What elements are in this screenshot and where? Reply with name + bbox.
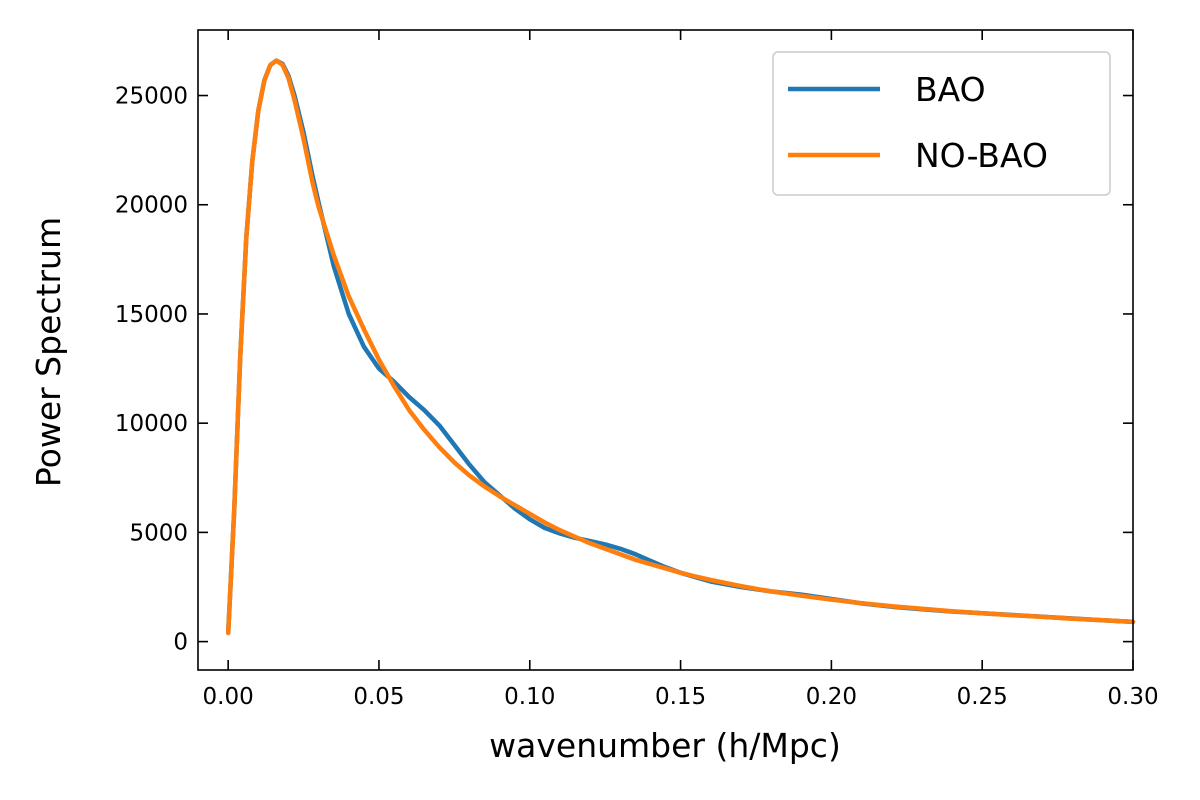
plot-frame (197, 29, 1134, 671)
series-layer (225, 58, 1136, 636)
y-axis-ticks: 0 5000 10000 15000 20000 25000 (115, 84, 1133, 656)
y-tick-label: 5000 (129, 520, 188, 546)
legend-label-bao: BAO (915, 70, 986, 109)
x-tick-label: 0.10 (504, 684, 555, 710)
x-tick-label: 0.15 (655, 684, 706, 710)
y-tick-label: 15000 (115, 302, 188, 328)
y-tick-label: 10000 (115, 411, 188, 437)
x-axis-ticks: 0.00 0.05 0.10 0.15 0.20 0.25 0.30 (203, 30, 1159, 710)
y-tick-label: 25000 (115, 84, 188, 110)
legend-label-no-bao: NO-BAO (915, 136, 1048, 175)
x-tick-label: 0.30 (1107, 684, 1158, 710)
x-tick-label: 0.00 (203, 684, 254, 710)
x-tick-label: 0.20 (806, 684, 857, 710)
legend: BAO NO-BAO (772, 51, 1111, 196)
x-axis-label: wavenumber (h/Mpc) (489, 726, 841, 765)
y-axis-label: Power Spectrum (29, 217, 68, 487)
x-tick-label: 0.25 (957, 684, 1008, 710)
x-tick-label: 0.05 (353, 684, 404, 710)
y-tick-label: 0 (173, 630, 188, 656)
y-tick-label: 20000 (115, 193, 188, 219)
series-line-no-bao (225, 58, 1136, 636)
